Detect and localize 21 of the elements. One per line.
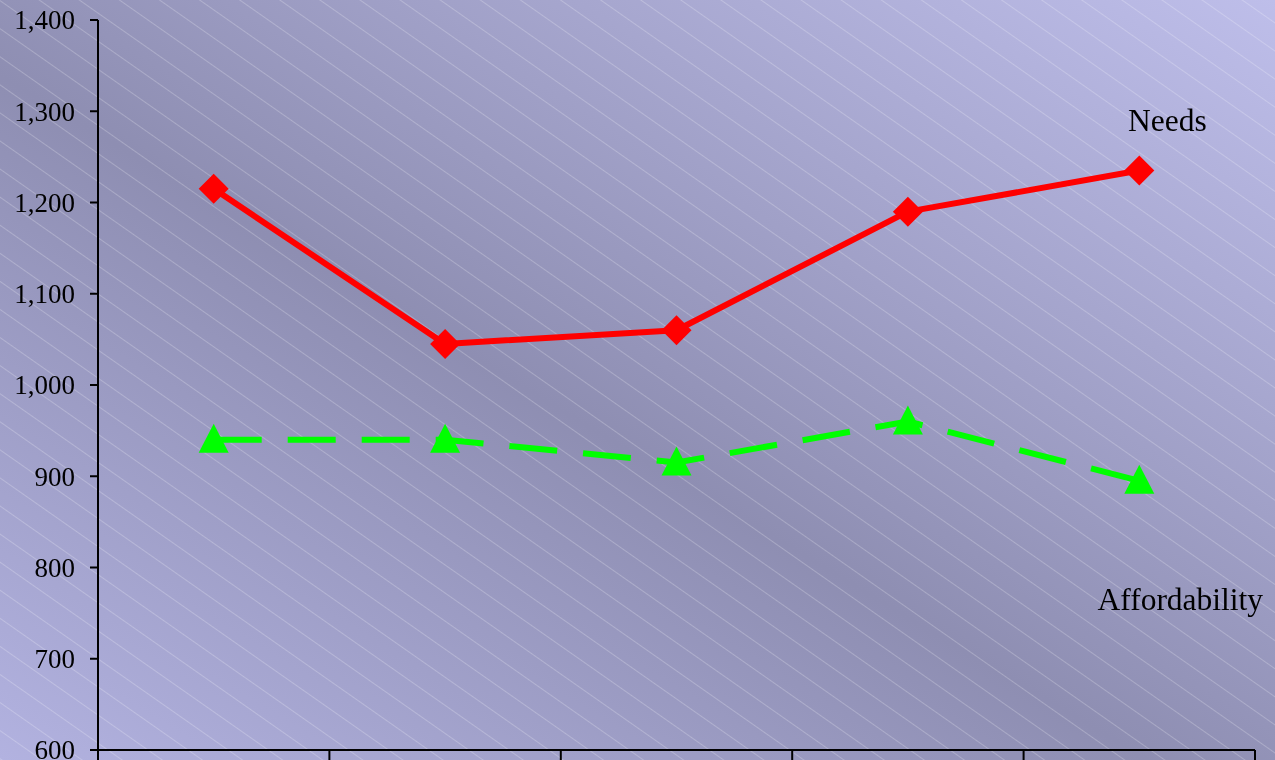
point: [661, 446, 692, 476]
y-tick-label: 700: [34, 644, 75, 675]
point: [198, 423, 229, 453]
y-tick-label: 1,400: [14, 5, 75, 36]
y-tick-label: 900: [34, 461, 75, 492]
y-tick-label: 1,200: [14, 187, 75, 218]
y-tick-label: 800: [34, 552, 75, 583]
point: [198, 173, 229, 204]
y-tick-label: 600: [34, 735, 75, 760]
point: [430, 328, 461, 359]
point: [892, 405, 923, 435]
y-tick-label: 1,300: [14, 96, 75, 127]
text: Affordability: [1097, 581, 1264, 617]
series-label: Needs: [1127, 102, 1207, 138]
point: [661, 315, 692, 346]
point: [892, 196, 923, 227]
y-tick-label: 1,000: [14, 370, 75, 401]
point: [1124, 155, 1155, 186]
point: [1124, 464, 1155, 494]
y-tick-label: 1,100: [14, 279, 75, 310]
point: [430, 423, 461, 453]
